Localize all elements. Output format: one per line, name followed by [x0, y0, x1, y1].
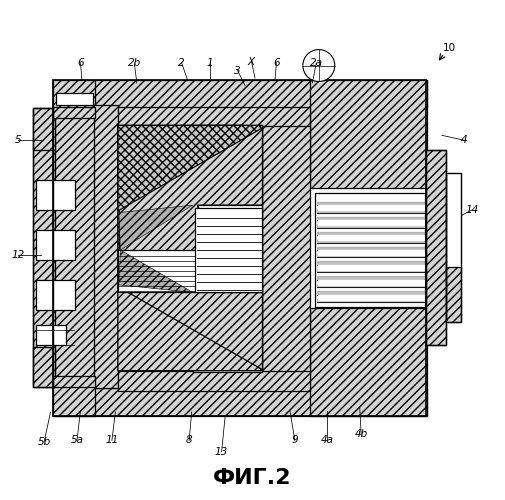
Text: X: X [248, 56, 255, 66]
Text: 5: 5 [15, 136, 22, 145]
Polygon shape [94, 105, 118, 388]
Polygon shape [118, 107, 310, 128]
Polygon shape [118, 250, 263, 370]
Polygon shape [310, 308, 427, 416]
Polygon shape [118, 126, 263, 250]
Text: ФИГ.2: ФИГ.2 [213, 468, 292, 488]
Circle shape [303, 50, 335, 82]
Polygon shape [118, 250, 263, 292]
Polygon shape [310, 80, 427, 188]
Text: 13: 13 [215, 447, 228, 457]
Text: 11: 11 [105, 436, 119, 446]
Text: 3: 3 [234, 66, 241, 76]
Polygon shape [263, 126, 310, 370]
Polygon shape [119, 205, 263, 292]
Text: 2: 2 [178, 58, 185, 68]
Polygon shape [426, 150, 446, 344]
Polygon shape [56, 93, 93, 106]
Polygon shape [193, 367, 263, 372]
Polygon shape [118, 292, 263, 370]
Polygon shape [36, 180, 75, 210]
Text: 8: 8 [186, 436, 192, 446]
Polygon shape [446, 268, 461, 322]
Polygon shape [193, 126, 263, 130]
Text: 12: 12 [12, 250, 25, 260]
Text: 5a: 5a [71, 436, 83, 446]
Text: 10: 10 [443, 43, 456, 53]
Text: 6: 6 [77, 58, 84, 68]
Polygon shape [53, 388, 427, 415]
Polygon shape [36, 230, 75, 260]
Text: 4b: 4b [355, 430, 368, 440]
Polygon shape [118, 126, 263, 205]
Text: 4a: 4a [321, 436, 334, 446]
Text: 5b: 5b [37, 437, 50, 447]
Polygon shape [118, 128, 263, 205]
Polygon shape [36, 280, 75, 310]
Polygon shape [195, 208, 263, 292]
Polygon shape [33, 108, 55, 150]
Polygon shape [315, 192, 425, 308]
Polygon shape [119, 250, 193, 292]
Text: 2a: 2a [310, 58, 323, 68]
Polygon shape [53, 80, 95, 415]
Polygon shape [197, 205, 263, 292]
Polygon shape [33, 347, 55, 387]
Text: 1: 1 [207, 58, 214, 68]
Text: 6: 6 [273, 58, 280, 68]
Text: 9: 9 [291, 436, 298, 446]
Polygon shape [118, 370, 310, 390]
Polygon shape [36, 325, 66, 344]
Polygon shape [53, 80, 427, 108]
Polygon shape [33, 108, 55, 387]
Polygon shape [53, 376, 95, 387]
Polygon shape [119, 205, 193, 250]
Polygon shape [53, 107, 95, 118]
Text: 2b: 2b [128, 58, 141, 68]
Text: 4: 4 [461, 136, 468, 145]
Text: 14: 14 [465, 205, 479, 215]
Polygon shape [119, 128, 263, 370]
Polygon shape [118, 294, 263, 370]
